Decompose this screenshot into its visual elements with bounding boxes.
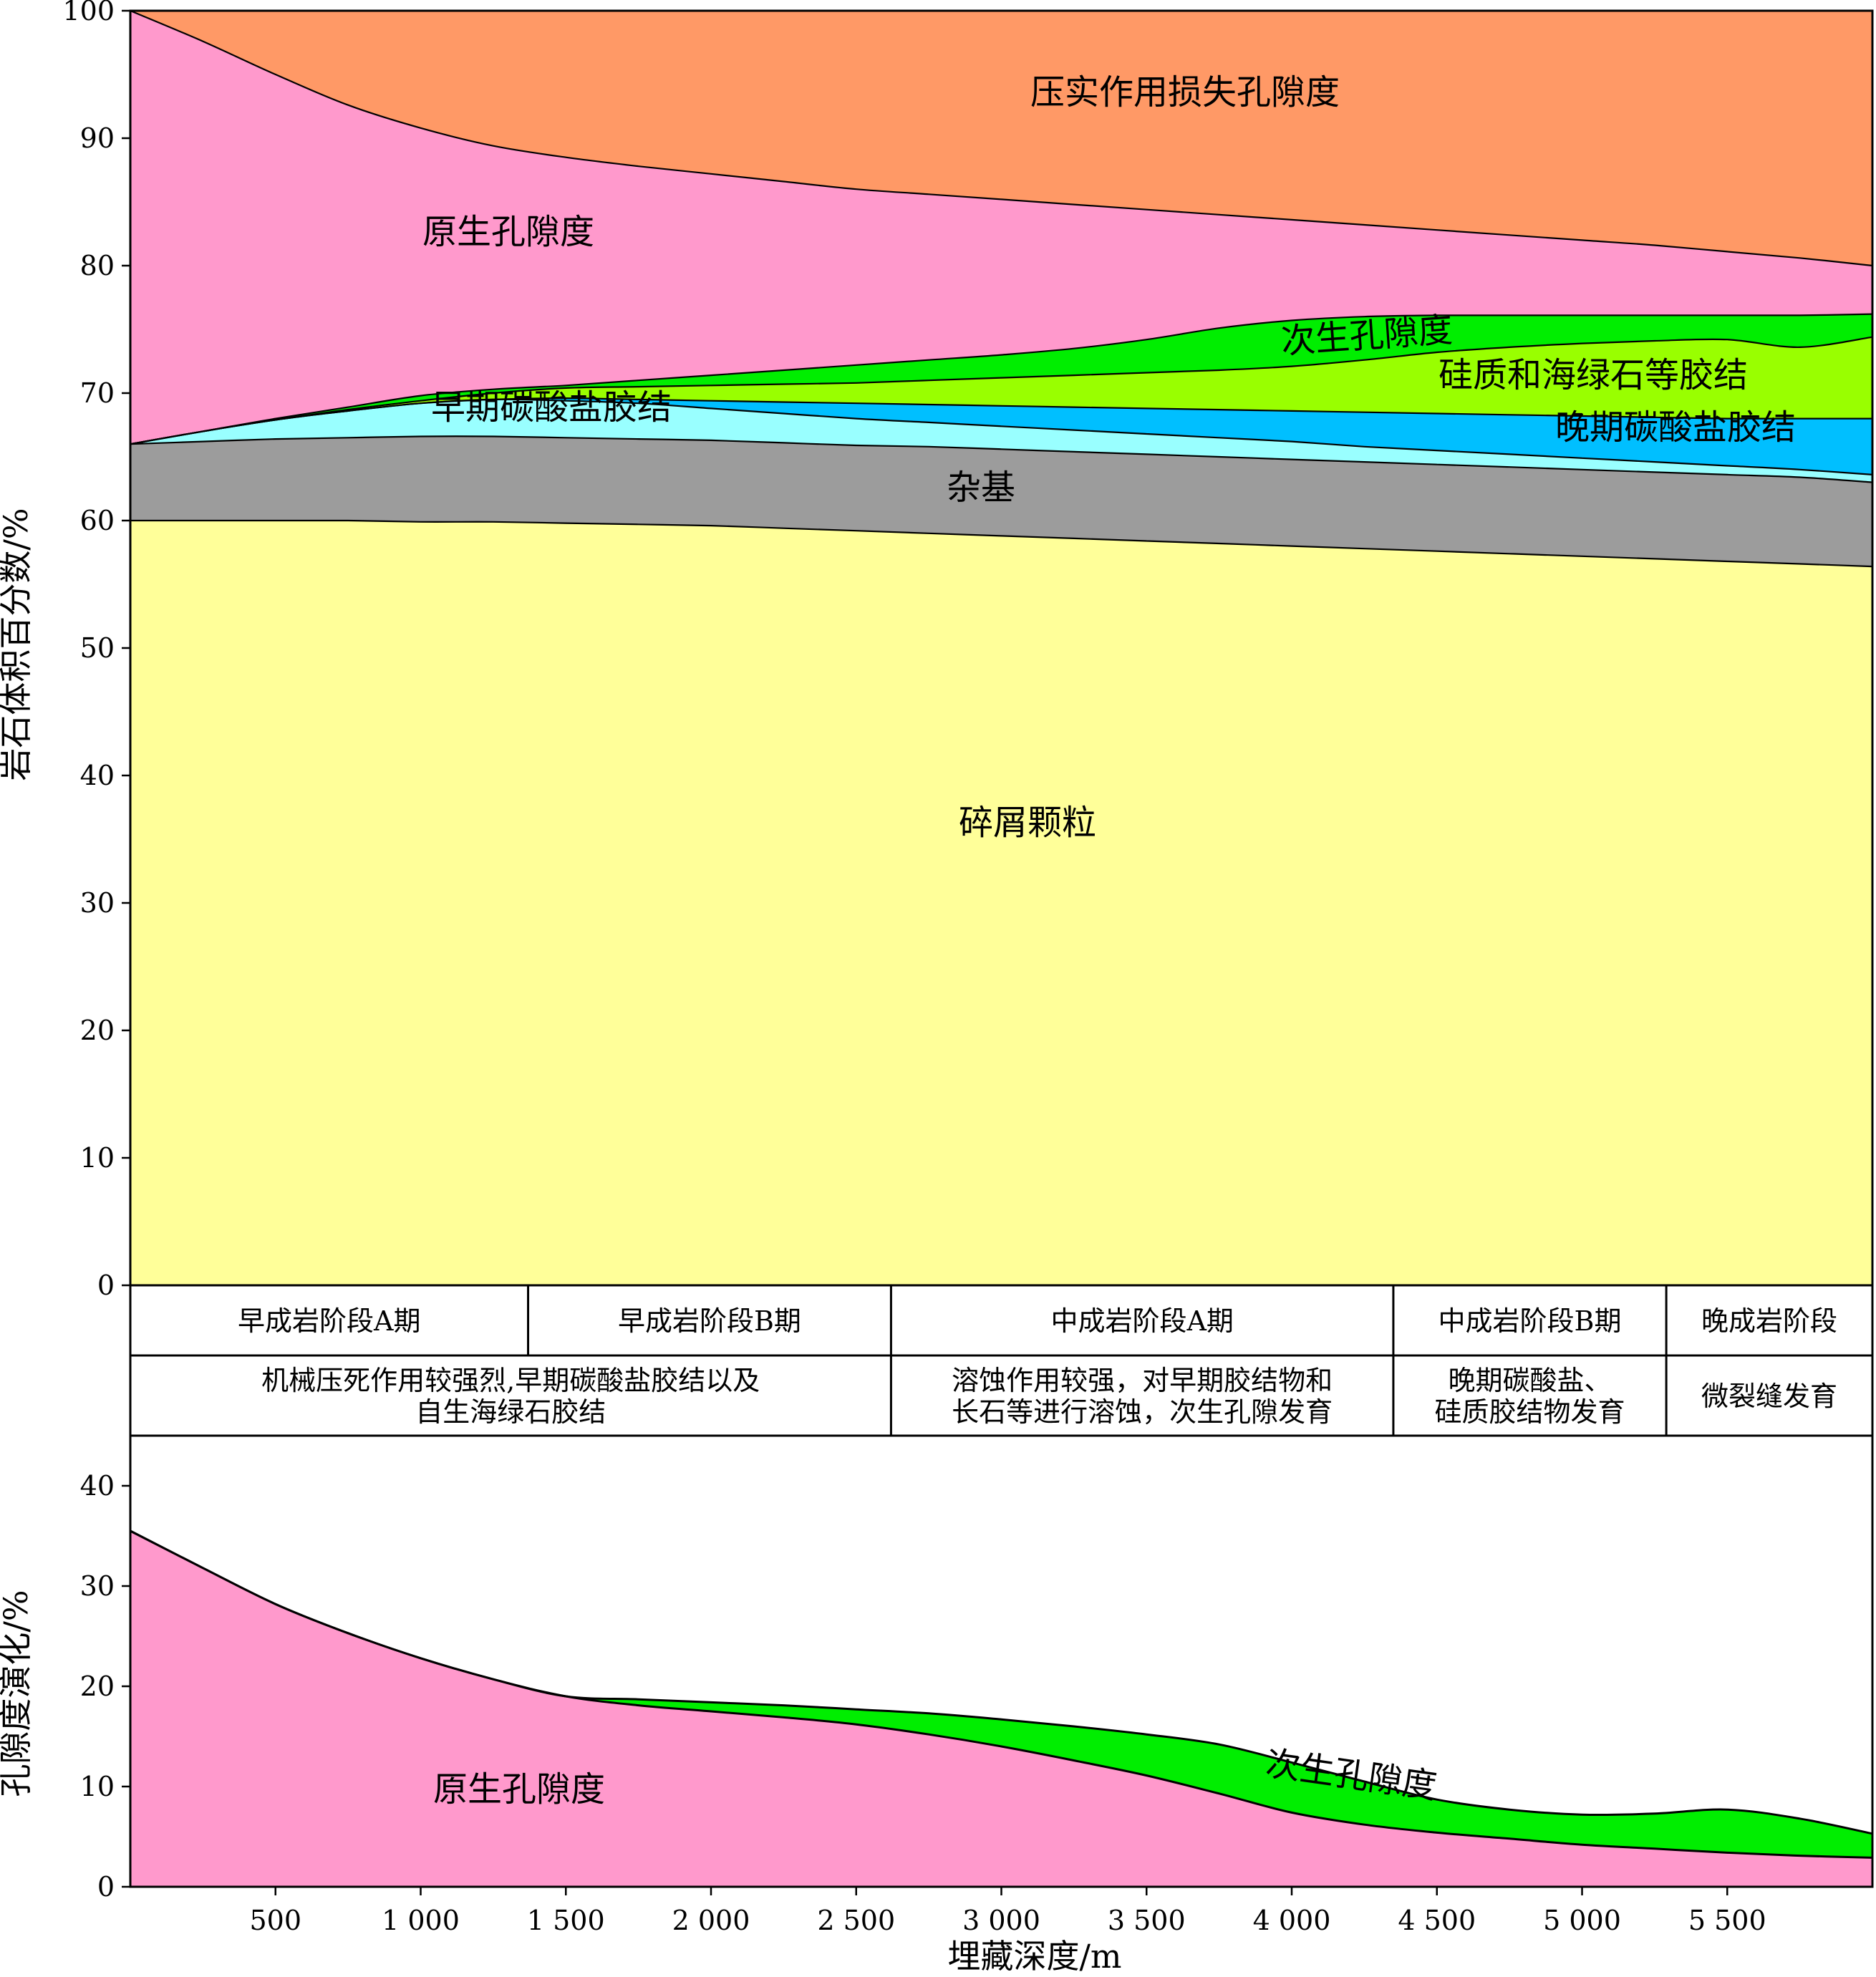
x-tick-label: 1 000 (382, 1905, 460, 1936)
area-label-late_carb: 晚期碳酸盐胶结 (1555, 407, 1796, 448)
x-tick-label: 3 000 (962, 1905, 1040, 1936)
x-tick-label: 2 500 (817, 1905, 895, 1936)
porosity-areas (130, 1529, 1873, 1887)
stage-label: 晚成岩阶段 (1701, 1305, 1837, 1337)
y-tick-label-top: 40 (80, 760, 115, 791)
area-secondary (130, 314, 1872, 445)
boundary-line (130, 397, 1872, 445)
area-label-primary: 原生孔隙度 (422, 212, 594, 252)
stage-description: 自生海绿石胶结 (415, 1396, 606, 1428)
y-tick-label-top: 100 (62, 0, 115, 26)
area-label-silic: 硅质和海绿石等胶结 (1439, 355, 1748, 395)
diagenesis-stage-table: 早成岩阶段A期 早成岩阶段B期 中成岩阶段A期 中成岩阶段B期 晚成岩阶段机械压死作用较… (129, 1284, 1874, 1437)
stage-label: 早成岩阶段A期 (238, 1305, 420, 1337)
x-axis-title: 埋藏深度/m (947, 1937, 1121, 1976)
x-tick-label: 5 000 (1543, 1905, 1621, 1936)
stage-description: 机械压死作用较强烈,早期碳酸盐胶结以及 (261, 1365, 760, 1396)
boundary-line (130, 519, 1873, 568)
boundary-line (130, 435, 1873, 483)
boundary-line (130, 313, 1873, 445)
x-tick-label: 4 000 (1253, 1905, 1331, 1936)
area-label-early_carb: 早期碳酸盐胶结 (431, 387, 672, 427)
y-tick-label-bottom: 30 (80, 1570, 115, 1602)
axes: 0 10 20 30 40 50 60 70 80 90 100 0 10 20 30 40 500 1 000 1… (62, 0, 1874, 1936)
y-tick-label-top: 80 (80, 250, 115, 281)
x-tick-label: 1 500 (527, 1905, 605, 1936)
x-tick-label: 5 500 (1688, 1905, 1766, 1936)
boundary-line (130, 9, 1873, 267)
x-tick-label: 500 (249, 1905, 301, 1936)
area-compaction (130, 11, 1872, 266)
y-tick-label-top: 60 (80, 505, 115, 536)
boundary-line (130, 336, 1873, 445)
y-tick-label-top: 90 (80, 122, 115, 154)
area-label-clastic: 碎屑颗粒 (959, 803, 1096, 843)
stage-description: 硅质胶结物发育 (1435, 1396, 1625, 1428)
x-tick-label: 2 000 (672, 1905, 750, 1936)
y-tick-label-top: 20 (80, 1015, 115, 1046)
x-tick-label: 3 500 (1108, 1905, 1186, 1936)
y-tick-label-top: 70 (80, 377, 115, 409)
y-tick-label-top: 30 (80, 887, 115, 919)
y-tick-label-bottom: 0 (97, 1871, 115, 1903)
y-tick-label-top: 0 (97, 1270, 115, 1301)
stage-table-frame (129, 1284, 1874, 1437)
area-late_carb (130, 398, 1872, 475)
area-silic (130, 337, 1872, 445)
stage-description: 溶蚀作用较强，对早期胶结物和 (952, 1365, 1333, 1396)
area-clastic (130, 520, 1872, 1285)
x-tick-label: 4 500 (1398, 1905, 1476, 1936)
stage-description: 晚期碳酸盐、 (1449, 1365, 1612, 1396)
stage-description: 微裂缝发育 (1701, 1381, 1837, 1412)
y-axis-title-top: 岩石体积百分数/% (0, 508, 35, 780)
area-matrix (130, 436, 1872, 567)
y-tick-label-bottom: 40 (80, 1470, 115, 1502)
area-secondary-porosity (130, 1531, 1872, 1858)
total-porosity-line (130, 1529, 1873, 1835)
stage-description: 长石等进行溶蚀，次生孔隙发育 (952, 1396, 1333, 1428)
area-early_carb (130, 399, 1872, 483)
stage-label: 中成岩阶段A期 (1050, 1305, 1233, 1337)
area-label-primary-porosity: 原生孔隙度 (433, 1769, 605, 1809)
area-primary (130, 11, 1872, 445)
area-label-compaction: 压实作用损失孔隙度 (1030, 72, 1340, 112)
area-label-matrix: 杂基 (947, 468, 1015, 508)
stage-label: 早成岩阶段B期 (618, 1305, 801, 1337)
y-tick-label-top: 50 (80, 632, 115, 664)
y-tick-label-top: 10 (80, 1142, 115, 1174)
volume-areas (130, 9, 1873, 1285)
y-tick-label-bottom: 10 (80, 1771, 115, 1802)
stage-label: 中成岩阶段B期 (1439, 1305, 1622, 1337)
y-tick-label-bottom: 20 (80, 1671, 115, 1702)
y-axis-title-bottom: 孔隙度演化/% (0, 1590, 35, 1797)
area-primary-porosity (130, 1531, 1872, 1887)
